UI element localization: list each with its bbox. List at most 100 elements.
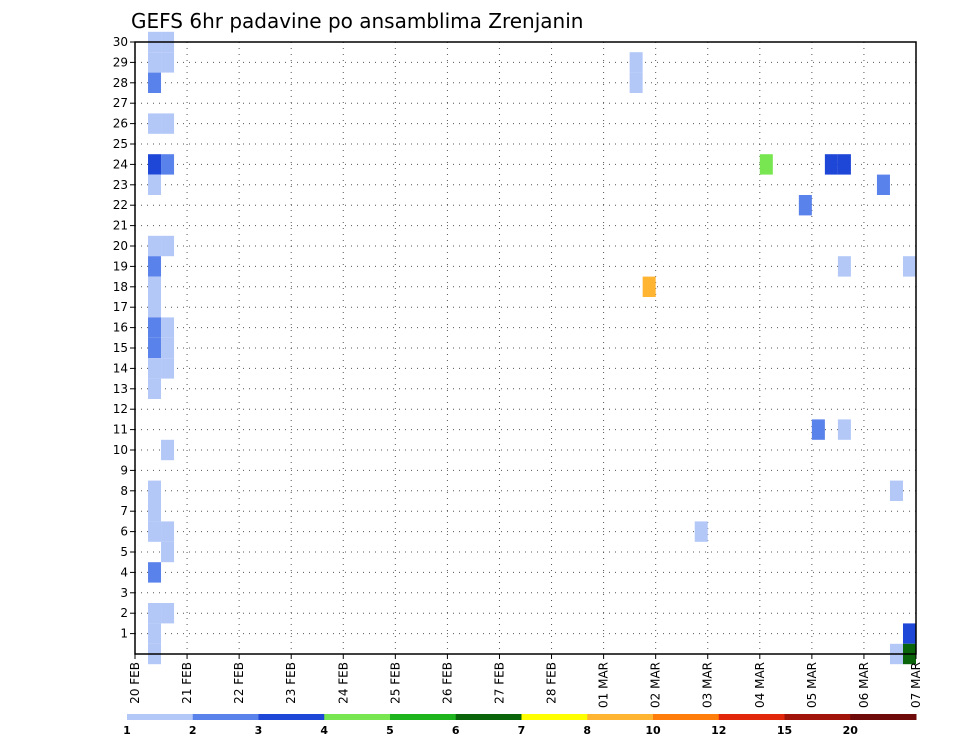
y-tick-label: 20 <box>113 239 128 253</box>
precipitation-cell <box>161 439 175 461</box>
legend-swatch <box>127 714 194 720</box>
precipitation-cell <box>148 276 162 297</box>
x-tick-label: 20 FEB <box>128 662 142 704</box>
legend-swatch <box>718 714 785 720</box>
chart-title: GEFS 6hr padavine po ansamblima Zrenjani… <box>131 9 583 33</box>
precipitation-cell <box>148 256 162 277</box>
y-tick-label: 22 <box>113 198 128 212</box>
precipitation-cell <box>148 378 162 399</box>
precipitation-cell <box>148 113 162 134</box>
precipitation-cell <box>148 297 162 318</box>
x-axis: 20 FEB 21 FEB 22 FEB 23 FEB 24 FEB 25 FEB 26 F… <box>128 654 923 708</box>
precipitation-cell <box>148 154 162 175</box>
y-tick-label: 25 <box>113 137 128 151</box>
x-tick-label: 26 FEB <box>440 662 454 704</box>
precipitation-cell <box>837 256 851 277</box>
x-tick-label: 23 FEB <box>284 662 298 704</box>
x-tick-label: 04 MAR <box>753 662 767 708</box>
precipitation-cell <box>161 603 175 624</box>
y-tick-label: 2 <box>120 606 128 620</box>
y-tick-label: 24 <box>113 157 128 171</box>
y-tick-label: 28 <box>113 76 128 90</box>
y-tick-label: 17 <box>113 300 128 314</box>
x-tick-label: 21 FEB <box>180 662 194 704</box>
legend-swatch <box>324 714 391 720</box>
legend-swatch <box>850 714 917 720</box>
legend-label: 6 <box>452 724 460 737</box>
x-tick-label: 22 FEB <box>232 662 246 704</box>
legend-swatch <box>455 714 522 720</box>
y-tick-label: 11 <box>113 423 128 437</box>
x-tick-label: 03 MAR <box>701 662 715 708</box>
precipitation-cell <box>876 174 890 195</box>
y-tick-label: 30 <box>113 35 128 49</box>
precipitation-cell <box>148 72 162 93</box>
legend-label: 12 <box>711 724 726 737</box>
legend-label: 3 <box>255 724 263 737</box>
y-tick-label: 1 <box>120 627 128 641</box>
grid-lines <box>135 42 916 654</box>
y-tick-label: 16 <box>113 321 128 335</box>
y-tick-label: 18 <box>113 280 128 294</box>
x-tick-label: 27 FEB <box>492 662 506 704</box>
legend-label: 8 <box>583 724 591 737</box>
legend-label: 5 <box>386 724 394 737</box>
y-tick-label: 4 <box>120 565 128 579</box>
precipitation-cell <box>759 154 773 175</box>
precipitation-cell <box>148 317 162 338</box>
legend-label: 2 <box>189 724 197 737</box>
x-tick-label: 01 MAR <box>597 662 611 708</box>
legend-swatch <box>587 714 654 720</box>
precipitation-cell <box>148 562 162 583</box>
x-tick-label: 25 FEB <box>388 662 402 704</box>
legend-label: 4 <box>320 724 328 737</box>
precipitation-cell <box>161 541 175 563</box>
y-tick-label: 14 <box>113 361 128 375</box>
precipitation-cell <box>629 72 643 93</box>
precipitation-cell <box>642 276 656 297</box>
legend-label: 15 <box>777 724 792 737</box>
precipitation-cell <box>889 480 903 501</box>
y-tick-label: 27 <box>113 96 128 110</box>
y-tick-label: 29 <box>113 55 128 69</box>
legend-swatch <box>784 714 851 720</box>
precipitation-cell <box>148 174 162 195</box>
precipitation-cell <box>148 52 162 73</box>
x-tick-label: 28 FEB <box>545 662 559 704</box>
precipitation-cell <box>148 521 162 542</box>
precipitation-cell <box>148 358 162 379</box>
precipitation-cell <box>629 52 643 73</box>
y-tick-label: 7 <box>120 504 128 518</box>
legend-swatch <box>653 714 720 720</box>
y-tick-label: 21 <box>113 219 128 233</box>
y-tick-label: 5 <box>120 545 128 559</box>
precipitation-cell <box>161 521 175 542</box>
precipitation-cell <box>811 419 825 440</box>
y-tick-label: 13 <box>113 382 128 396</box>
precipitation-cell <box>161 154 175 175</box>
y-tick-label: 12 <box>113 402 128 416</box>
precipitation-cell <box>148 603 162 624</box>
y-tick-label: 9 <box>120 463 128 477</box>
legend-swatch <box>192 714 259 720</box>
precipitation-cell <box>161 235 175 257</box>
y-axis: 1234567891011121314151617181920212223242… <box>113 35 135 641</box>
precipitation-cell <box>837 154 851 175</box>
precipitation-cell <box>161 337 175 359</box>
x-tick-label: 02 MAR <box>649 662 663 708</box>
legend-swatch <box>258 714 325 720</box>
color-legend: 1 2 3 4 5 6 7 8 10 12 15 20 <box>123 714 917 737</box>
precipitation-cell <box>148 501 162 522</box>
x-tick-label: 05 MAR <box>805 662 819 708</box>
precipitation-cell <box>161 113 175 134</box>
y-tick-label: 10 <box>113 443 128 457</box>
precipitation-cell <box>902 256 916 277</box>
precipitation-cells <box>148 31 916 665</box>
legend-label: 7 <box>518 724 526 737</box>
y-tick-label: 3 <box>120 586 128 600</box>
precipitation-cell <box>161 317 175 338</box>
precipitation-cell <box>148 235 162 257</box>
y-tick-label: 8 <box>120 484 128 498</box>
y-tick-label: 23 <box>113 178 128 192</box>
